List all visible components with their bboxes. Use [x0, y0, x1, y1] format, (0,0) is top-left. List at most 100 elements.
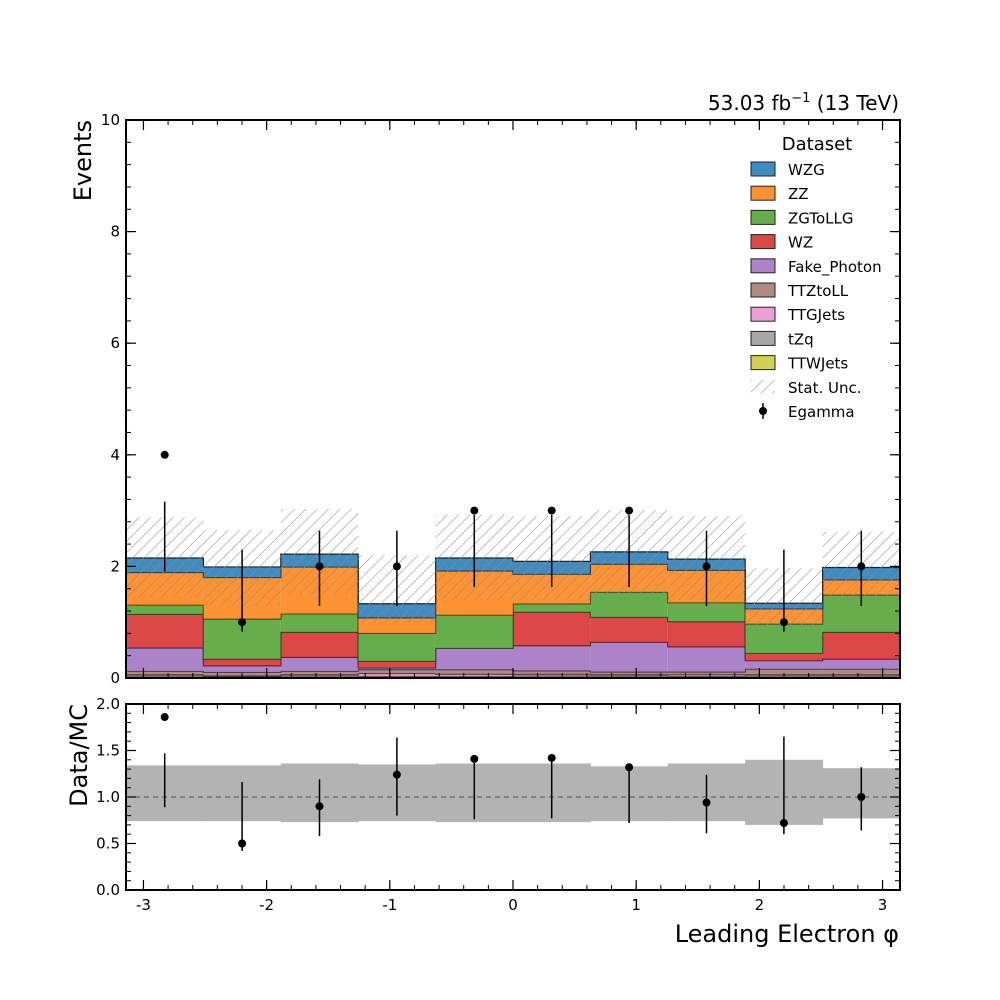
- bar-tzq: [126, 675, 204, 678]
- data-point: [857, 562, 866, 571]
- legend-swatch-zgtollg: [750, 209, 776, 225]
- legend-label: TTGJets: [787, 306, 845, 324]
- bar-zgtollg: [280, 613, 359, 633]
- bar-ttgjets: [513, 674, 591, 676]
- main-axis-ticks: 0 2 4 6 8 10: [101, 111, 900, 687]
- ratio-point: [315, 802, 324, 811]
- bar-zgtollg: [126, 604, 204, 615]
- bar-wz: [126, 614, 204, 648]
- bar-fake-photon: [667, 646, 746, 672]
- bar-ttztoll: [590, 671, 668, 675]
- legend-swatch-stat-unc: [751, 379, 775, 394]
- legend-label: ZGToLLG: [788, 209, 854, 227]
- bar-fake-photon: [513, 645, 591, 671]
- legend-swatch-fake-photon: [750, 258, 776, 274]
- bar-tzq: [513, 675, 591, 678]
- ratio-point: [625, 763, 634, 772]
- data-point: [315, 562, 324, 571]
- data-point: [702, 562, 711, 571]
- legend-swatch-ttztoll: [750, 282, 776, 298]
- bar-wz: [280, 632, 359, 658]
- bar-wz: [822, 632, 900, 660]
- bar-zgtollg: [435, 614, 513, 649]
- bar-tzq: [280, 675, 359, 678]
- bar-tzq: [590, 675, 668, 678]
- bar-ttztoll: [822, 669, 900, 675]
- bar-zgtollg: [513, 603, 591, 613]
- legend-swatch-wz: [750, 234, 776, 250]
- bar-fake-photon: [280, 657, 359, 672]
- bar-zgtollg: [590, 592, 668, 618]
- ratio-point: [857, 793, 866, 801]
- ratio-point: [779, 819, 788, 828]
- ratio-point: [392, 770, 401, 779]
- bar-fake-photon: [435, 648, 513, 670]
- bar-wz: [513, 612, 591, 646]
- bar-fake-photon: [822, 659, 900, 670]
- stat-uncertainty-band: [126, 508, 900, 628]
- ratio-axis-ticks: 0.0 0.5 1.0 1.5 2.0 -3 -2 -1 0 1 2 3: [96, 695, 900, 914]
- bar-fake-photon: [745, 660, 823, 670]
- legend-label: ZZ: [788, 185, 809, 203]
- data-point: [625, 506, 634, 515]
- legend-swatch-wzg: [750, 161, 776, 177]
- bar-ttztoll: [280, 671, 359, 675]
- legend: Dataset WZG ZZ ZGToLLG WZ Fake_Photon TTZtoLL…: [750, 134, 882, 421]
- bar-wz: [590, 617, 668, 643]
- bar-zgtollg: [358, 633, 436, 662]
- y-tick-label: 10: [101, 111, 120, 129]
- bar-zgtollg: [667, 602, 746, 622]
- legend-label: Fake_Photon: [788, 258, 882, 277]
- bar-ttztoll: [667, 671, 746, 675]
- legend-label: TTZtoLL: [787, 282, 849, 300]
- x-tick-label: -1: [382, 896, 397, 914]
- bar-wz: [667, 621, 746, 647]
- legend-label: Stat. Unc.: [788, 379, 862, 397]
- ratio-point: [470, 754, 479, 763]
- ratio-point: [702, 798, 711, 807]
- legend-marker-point: [759, 407, 767, 415]
- data-point: [392, 562, 401, 571]
- x-tick-label: -3: [136, 896, 151, 914]
- ratio-point: [238, 839, 247, 848]
- bar-fake-photon: [358, 667, 436, 670]
- ratio-y-axis-title: Data/MC: [65, 704, 93, 807]
- legend-label: TTWJets: [787, 355, 848, 373]
- y-tick-label: 2: [110, 557, 120, 575]
- ratio-y-tick-label: 0.5: [96, 835, 120, 853]
- bar-ttztoll: [435, 669, 513, 675]
- data-point: [547, 506, 556, 515]
- y-tick-label: 4: [110, 446, 120, 464]
- legend-swatch-ttgjets: [750, 306, 776, 322]
- bar-ttztoll: [513, 670, 591, 675]
- bar-ttztoll: [745, 669, 823, 675]
- bar-wz: [745, 653, 823, 661]
- bar-ttgjets: [667, 674, 746, 677]
- bar-fake-photon: [126, 647, 204, 672]
- bar-ttztoll: [358, 669, 436, 674]
- legend-label: Egamma: [788, 403, 855, 421]
- bar-wz: [203, 659, 281, 666]
- y-axis-title: Events: [69, 120, 97, 201]
- ratio-y-tick-label: 0.0: [96, 881, 120, 899]
- data-points: [160, 450, 866, 632]
- ratio-points: [160, 713, 866, 851]
- lumi-label: 53.03 fb−1 (13 TeV): [708, 91, 899, 115]
- data-point: [160, 450, 169, 459]
- bar-fake-photon: [590, 642, 668, 672]
- bar-fake-photon: [203, 665, 281, 673]
- data-point: [470, 506, 479, 515]
- legend-label: WZ: [788, 234, 813, 252]
- ratio-point: [547, 753, 556, 762]
- legend-title: Dataset: [782, 134, 853, 155]
- legend-swatch-zz: [750, 185, 776, 201]
- ratio-y-tick-label: 1.5: [96, 742, 120, 760]
- x-axis-title: Leading Electron φ: [675, 920, 899, 948]
- x-tick-label: 1: [631, 896, 641, 914]
- x-tick-label: 0: [508, 896, 518, 914]
- y-tick-label: 8: [110, 223, 120, 241]
- x-tick-label: 3: [878, 896, 888, 914]
- bar-ttgjets: [435, 674, 513, 677]
- ratio-point: [160, 713, 169, 722]
